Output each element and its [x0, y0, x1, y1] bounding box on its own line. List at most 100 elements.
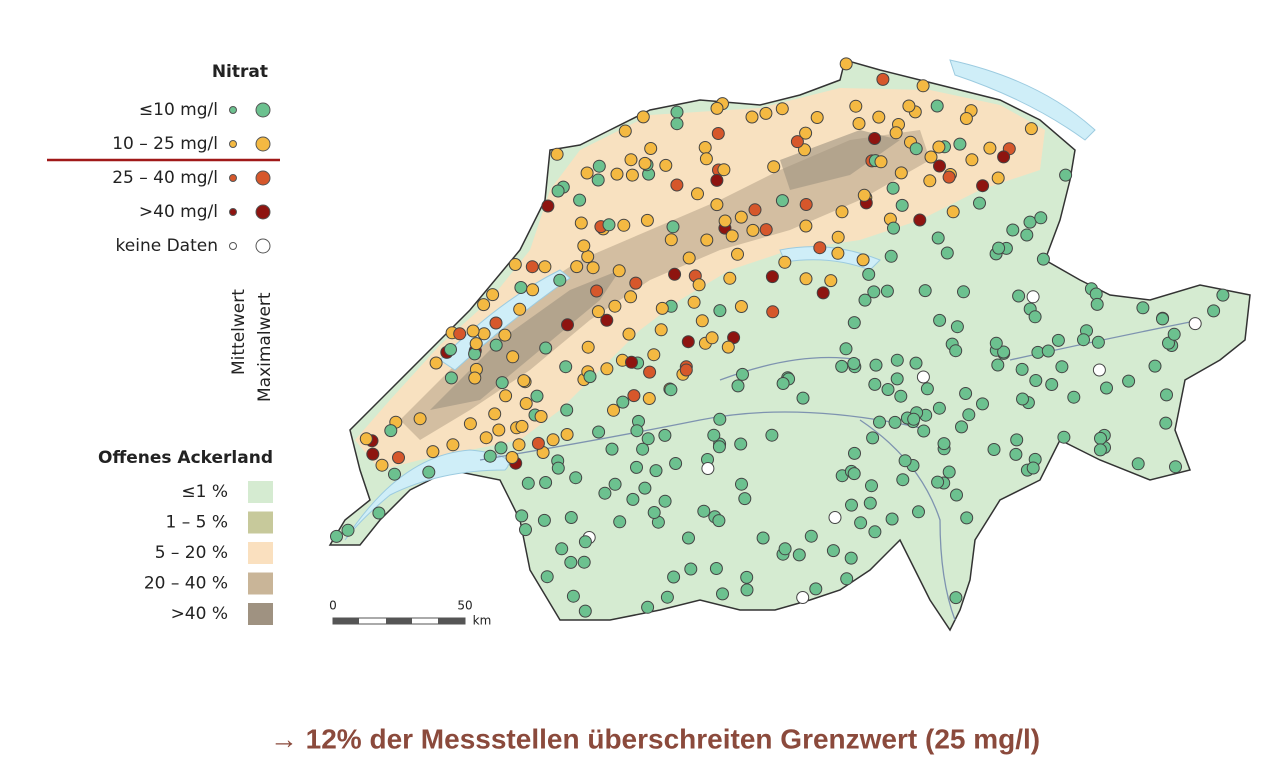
station-dot [816, 286, 830, 300]
station-dot [550, 147, 564, 161]
station-dot [909, 142, 923, 156]
station-dot [422, 465, 436, 479]
station-dot [937, 437, 951, 451]
station-dot [1020, 228, 1034, 242]
legend-dot-large [255, 238, 271, 254]
station-dot [622, 327, 636, 341]
station-dot [560, 403, 574, 417]
station-dot [649, 464, 663, 478]
station-dot [1067, 390, 1081, 404]
station-dot [924, 150, 938, 164]
station-dot [796, 591, 810, 604]
station-dot [886, 181, 900, 195]
legend-title: Nitrat [212, 62, 268, 82]
station-dot [831, 246, 845, 260]
legend-label: >40 mg/l [139, 202, 218, 222]
column-label: Maximalwert [255, 292, 275, 402]
station-dot [907, 412, 921, 426]
station-dot [813, 241, 827, 255]
station-dot [658, 494, 672, 508]
station-dot [792, 548, 806, 562]
lake [779, 246, 881, 271]
station-dot [1131, 457, 1145, 471]
station-dot [629, 276, 643, 290]
station-dot [1015, 362, 1029, 376]
station-dot [734, 437, 748, 451]
station-dot [498, 328, 512, 342]
station-dot [598, 486, 612, 500]
station-dot [709, 562, 723, 575]
station-dot [695, 314, 709, 328]
station-dot [874, 155, 888, 169]
station-dot [946, 205, 960, 219]
station-dot [573, 193, 587, 207]
station-dot [909, 356, 923, 370]
station-dot [426, 445, 440, 459]
station-dot [618, 124, 632, 138]
farmland-dense [400, 130, 930, 440]
station-dot [804, 529, 818, 543]
station-dot [670, 117, 684, 131]
station-dot [973, 196, 986, 210]
station-dot [1057, 430, 1071, 444]
station-dot [1160, 388, 1173, 402]
station-dot [920, 382, 934, 396]
land-legend-swatch [248, 481, 273, 503]
station-dot [856, 253, 870, 267]
station-dot [687, 295, 701, 309]
station-dot [1026, 461, 1040, 475]
station-dot [625, 168, 639, 182]
station-dot [489, 338, 503, 352]
land-legend: ≤1 % 1 – 5 % 5 – 20 % 20 – 40 % >40 % [144, 481, 273, 625]
legend-label: keine Daten [116, 236, 218, 256]
station-dot [731, 247, 744, 261]
station-dot [640, 213, 654, 227]
station-dot [372, 506, 386, 520]
station-dot [959, 387, 973, 400]
station-dot [849, 99, 863, 113]
station-dot [775, 194, 789, 208]
station-dot [429, 356, 443, 370]
station-dot [997, 345, 1011, 359]
station-dot [666, 220, 680, 234]
station-dot [515, 419, 529, 433]
station-dot [641, 600, 655, 614]
station-dot [721, 340, 735, 354]
station-dot [508, 258, 522, 271]
land-legend-title: Offenes Ackerland [98, 448, 273, 468]
station-dot [668, 267, 682, 281]
station-dot [916, 79, 930, 93]
station-dot [583, 370, 597, 384]
station-dot [767, 160, 781, 174]
station-dot [989, 336, 1003, 350]
scale-bar: 0 50 km [329, 599, 491, 628]
station-dot [388, 467, 401, 481]
scale-label: km [473, 614, 492, 628]
station-dot [880, 284, 894, 298]
station-dot [553, 273, 567, 287]
station-dot [885, 512, 899, 526]
station-dot [1167, 327, 1181, 341]
station-dot [1159, 416, 1173, 430]
station-dot [862, 267, 876, 281]
station-dot [483, 449, 497, 463]
station-dot [625, 355, 638, 369]
station-dot [697, 504, 711, 518]
station-dot [512, 438, 526, 452]
station-dot [1136, 301, 1150, 315]
station-dot [1051, 333, 1065, 347]
station-dot [624, 153, 638, 167]
station-dot [574, 216, 588, 230]
station-dot [581, 250, 595, 264]
station-dot [551, 461, 565, 475]
station-dot [384, 424, 398, 438]
station-dot [831, 230, 845, 244]
station-dot [698, 141, 712, 154]
station-dot [691, 187, 704, 201]
station-dot [913, 213, 927, 227]
station-dot [468, 371, 482, 385]
station-dot [778, 542, 792, 556]
station-dot [592, 159, 606, 173]
station-dot [1188, 317, 1202, 331]
